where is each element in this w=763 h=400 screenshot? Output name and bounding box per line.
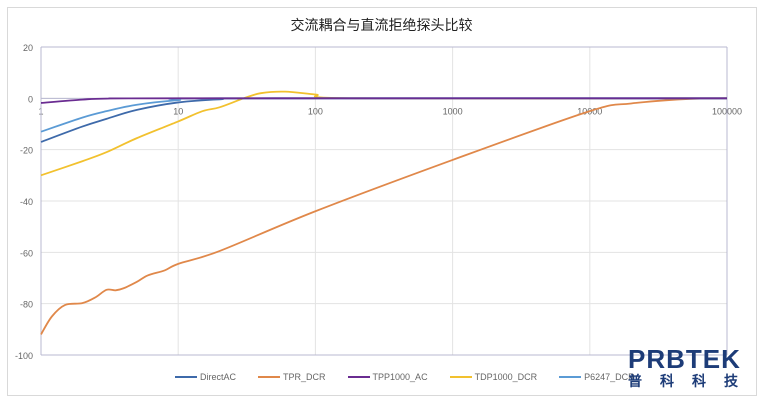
y-tick-label: -80 — [20, 300, 33, 310]
legend-swatch — [449, 376, 472, 378]
y-tick-label: -100 — [15, 351, 33, 361]
y-tick-label: 0 — [28, 94, 33, 104]
legend-label: DirectAC — [200, 372, 237, 382]
legend-item: TPR_DCR — [258, 372, 326, 382]
legend-swatch — [258, 376, 281, 378]
legend-swatch — [347, 376, 370, 378]
legend-item: TPP1000_AC — [347, 372, 428, 382]
prbtek-logo: PRBTEK 普科科技 — [628, 346, 758, 390]
x-tick-label: 10 — [173, 106, 183, 116]
y-tick-label: -60 — [20, 248, 33, 258]
legend-item: TDP1000_DCR — [449, 372, 538, 382]
legend-item: P6247_DCR — [559, 372, 635, 382]
y-tick-label: 20 — [23, 43, 33, 53]
series-line-tpr-dcr — [40, 97, 728, 335]
legend-label: P6247_DCR — [584, 372, 635, 382]
legend-swatch — [559, 376, 582, 378]
y-tick-label: -40 — [20, 197, 33, 207]
logo-text: PRBTEK — [628, 344, 741, 374]
x-tick-label: 100 — [308, 106, 323, 116]
chart-title: 交流耦合与直流拒绝探头比较 — [290, 17, 473, 33]
legend-label: TPR_DCR — [283, 372, 326, 382]
x-tick-label: 1000 — [443, 106, 463, 116]
chart-frame — [7, 7, 757, 396]
legend-item: DirectAC — [175, 372, 236, 382]
y-tick-label: -20 — [20, 146, 33, 156]
logo-subtitle: 普科科技 — [628, 373, 756, 389]
series-line-tpp1000-ac — [40, 97, 728, 104]
legend-label: TPP1000_AC — [372, 372, 428, 382]
legend: DirectAC TPR_DCR TPP1000_AC TDP1000_DCR P624… — [175, 372, 635, 382]
legend-swatch — [175, 376, 197, 378]
legend-label: TDP1000_DCR — [474, 372, 538, 382]
